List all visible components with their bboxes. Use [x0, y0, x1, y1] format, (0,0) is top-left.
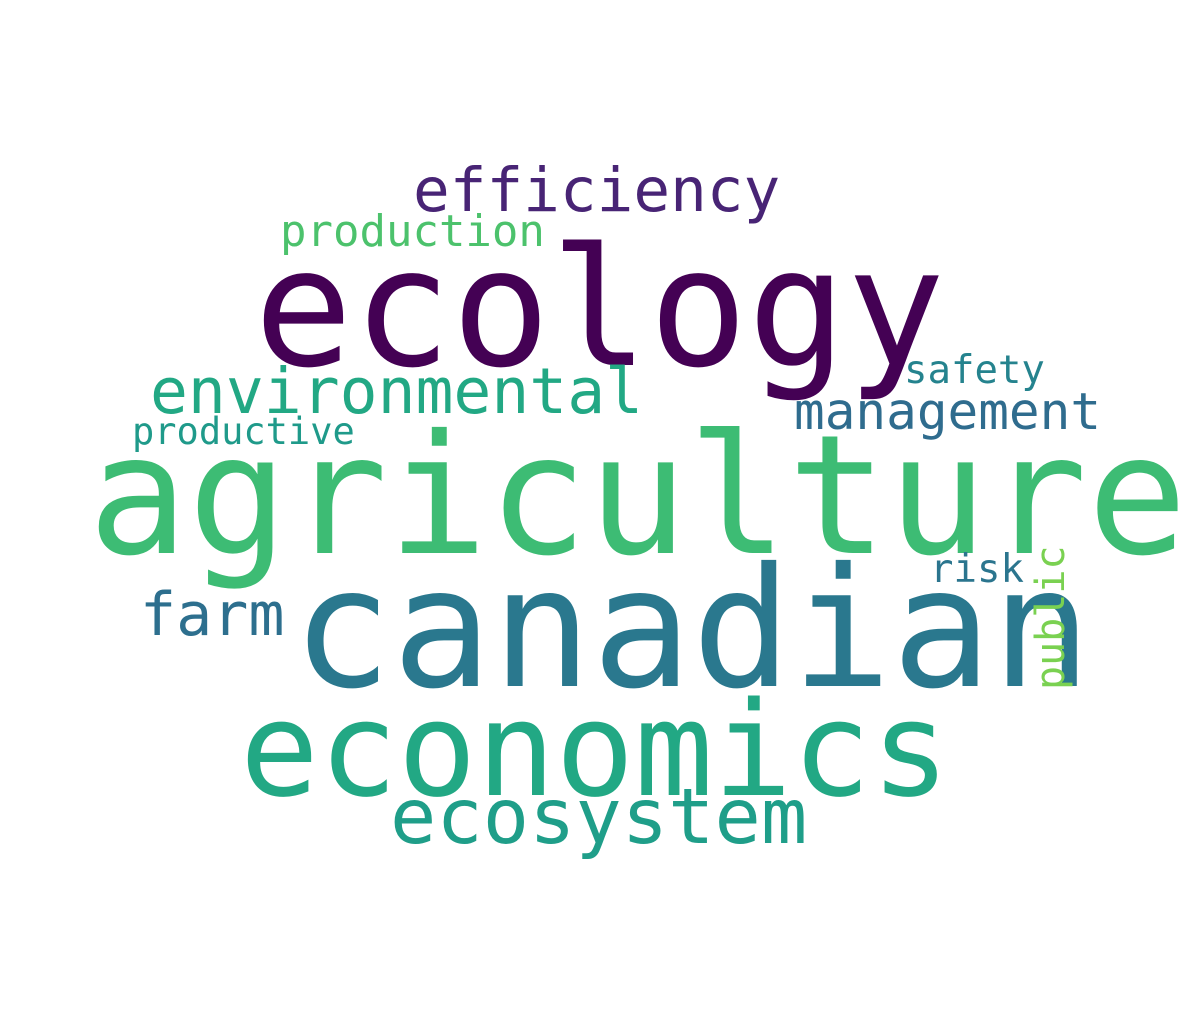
word-economics: economics: [240, 673, 950, 826]
word-farm: farm: [140, 580, 285, 650]
word-environmental: environmental: [150, 355, 644, 428]
word-productive: productive: [132, 410, 355, 453]
word-agriculture: agriculture: [88, 400, 1188, 593]
word-risk: risk: [930, 547, 1024, 592]
word-canadian: canadian: [292, 533, 1092, 726]
word-public: public: [1028, 545, 1074, 691]
word-ecology: ecology: [254, 213, 946, 404]
word-efficiency: efficiency: [413, 155, 781, 226]
word-ecosystem: ecosystem: [390, 773, 808, 862]
word-production: production: [280, 206, 545, 257]
word-management: management: [794, 383, 1102, 442]
word-safety: safety: [904, 348, 1045, 393]
